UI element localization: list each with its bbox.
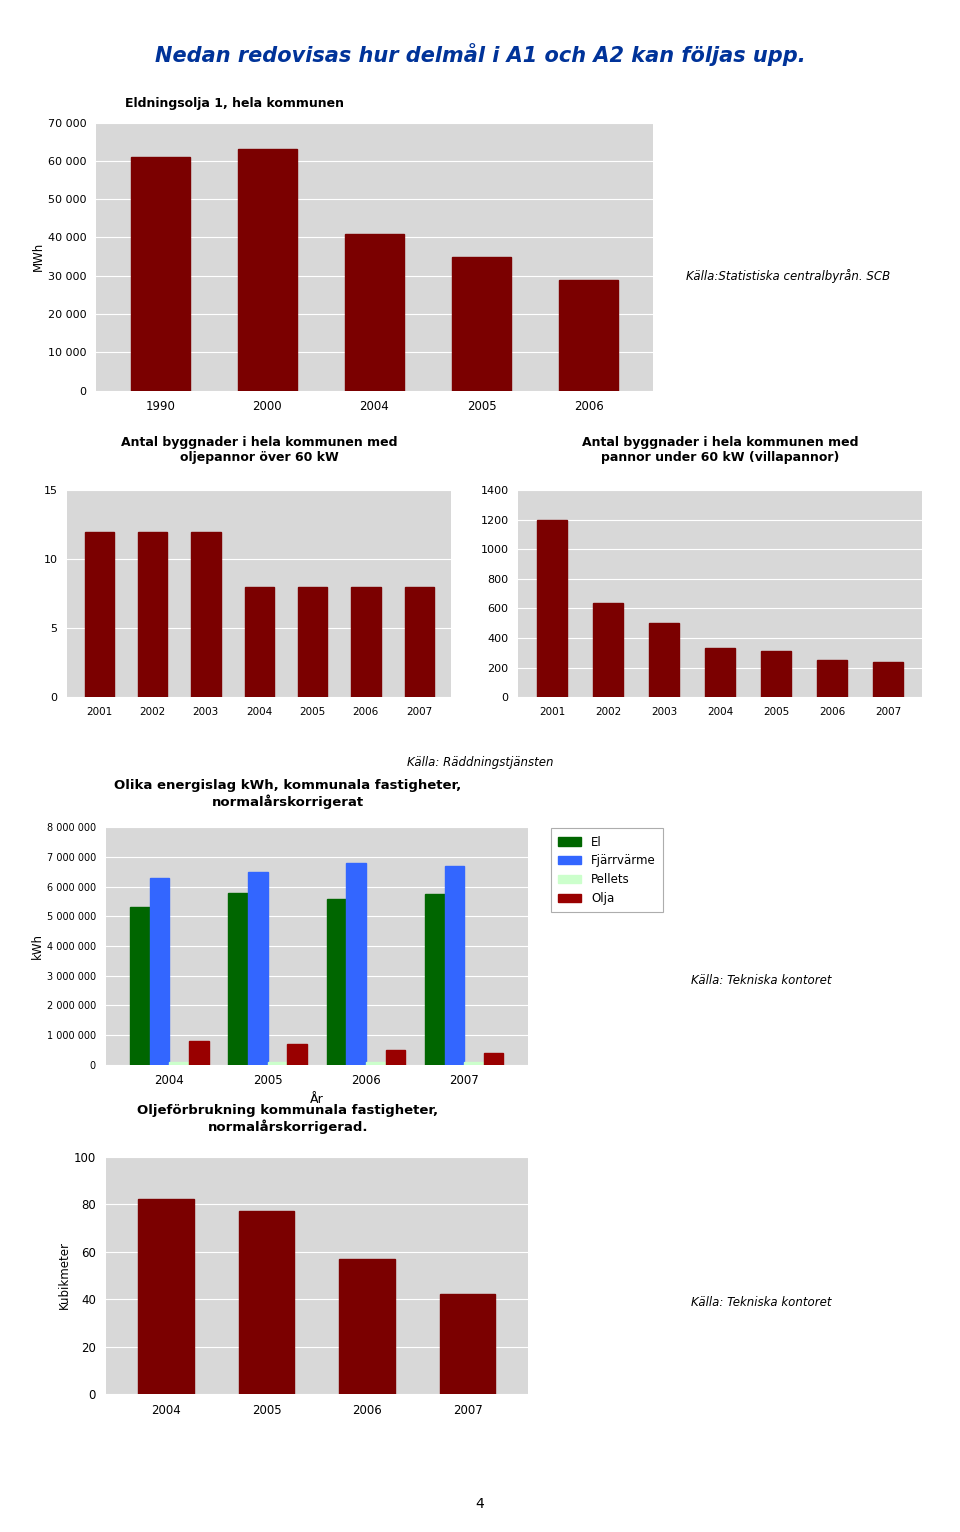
- Bar: [189, 1042, 208, 1065]
- Bar: [464, 1062, 484, 1065]
- Bar: [425, 895, 444, 1065]
- Bar: [760, 651, 791, 697]
- Bar: [873, 662, 903, 697]
- Bar: [444, 866, 464, 1065]
- Bar: [484, 1052, 503, 1065]
- Bar: [228, 893, 248, 1065]
- Bar: [452, 257, 511, 391]
- X-axis label: År: År: [310, 1092, 324, 1106]
- Bar: [84, 532, 114, 697]
- Bar: [138, 532, 167, 697]
- Bar: [245, 587, 274, 697]
- Bar: [326, 898, 347, 1065]
- Bar: [386, 1049, 405, 1065]
- Bar: [138, 1200, 194, 1394]
- Bar: [248, 872, 268, 1065]
- Y-axis label: MWh: MWh: [32, 242, 45, 271]
- Bar: [440, 1295, 495, 1394]
- Text: Oljeförbrukning kommunala fastigheter,
normalårskorrigerad.: Oljeförbrukning kommunala fastigheter, n…: [137, 1103, 439, 1134]
- Bar: [404, 587, 434, 697]
- Bar: [170, 1062, 189, 1065]
- Bar: [705, 648, 735, 697]
- Bar: [345, 234, 404, 391]
- Bar: [131, 907, 150, 1065]
- Bar: [238, 150, 297, 391]
- Y-axis label: kWh: kWh: [31, 933, 44, 959]
- Text: Källa:Statistiska centralbyrån. SCB: Källa:Statistiska centralbyrån. SCB: [686, 268, 891, 283]
- Text: 4: 4: [475, 1497, 485, 1512]
- Text: Antal byggnader i hela kommunen med
pannor under 60 kW (villapannor): Antal byggnader i hela kommunen med pann…: [582, 437, 858, 464]
- Text: Eldningsolja 1, hela kommunen: Eldningsolja 1, hela kommunen: [125, 98, 344, 110]
- Bar: [298, 587, 327, 697]
- Text: Antal byggnader i hela kommunen med
oljepannor över 60 kW: Antal byggnader i hela kommunen med olje…: [121, 437, 397, 464]
- Bar: [537, 519, 567, 697]
- Bar: [131, 158, 190, 391]
- Bar: [191, 532, 221, 697]
- Bar: [649, 624, 680, 697]
- Bar: [239, 1212, 294, 1394]
- Text: Källa: Räddningstjänsten: Källa: Räddningstjänsten: [407, 757, 553, 769]
- Legend: El, Fjärrvärme, Pellets, Olja: El, Fjärrvärme, Pellets, Olja: [551, 829, 662, 913]
- Bar: [817, 660, 848, 697]
- Bar: [366, 1062, 386, 1065]
- Bar: [150, 878, 170, 1065]
- Bar: [340, 1259, 395, 1394]
- Y-axis label: Kubikmeter: Kubikmeter: [58, 1241, 71, 1310]
- Bar: [559, 280, 618, 391]
- Bar: [347, 863, 366, 1065]
- Bar: [351, 587, 380, 697]
- Text: Källa: Tekniska kontoret: Källa: Tekniska kontoret: [691, 1296, 831, 1308]
- Bar: [287, 1043, 307, 1065]
- Text: Nedan redovisas hur delmål i A1 och A2 kan följas upp.: Nedan redovisas hur delmål i A1 och A2 k…: [155, 43, 805, 66]
- Text: Källa: Tekniska kontoret: Källa: Tekniska kontoret: [691, 974, 831, 987]
- Bar: [268, 1062, 287, 1065]
- Text: Olika energislag kWh, kommunala fastigheter,
normalårskorrigerat: Olika energislag kWh, kommunala fastighe…: [114, 778, 462, 809]
- Bar: [592, 602, 623, 697]
